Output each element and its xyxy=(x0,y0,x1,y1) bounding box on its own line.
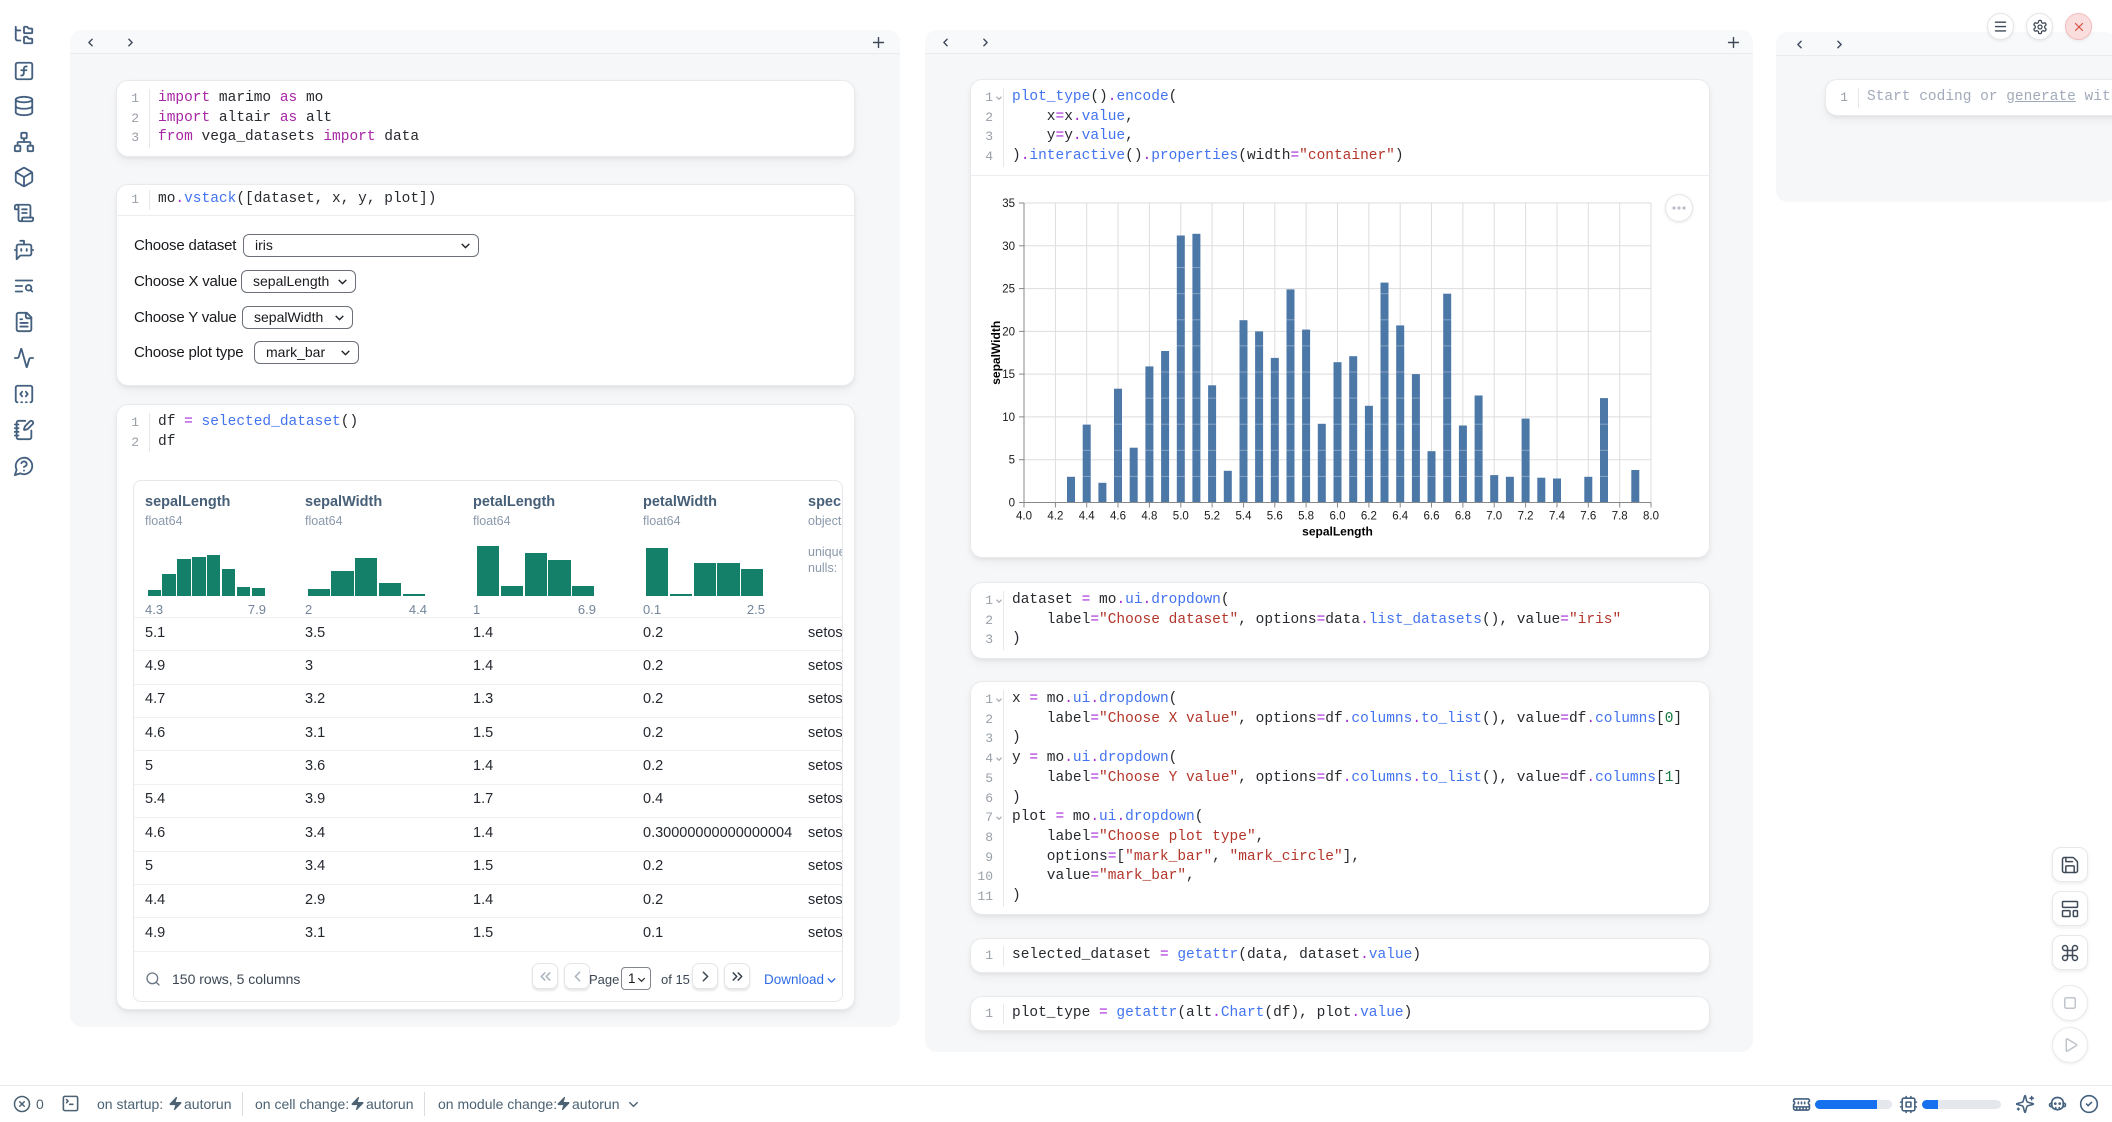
svg-text:4.0: 4.0 xyxy=(1016,511,1032,523)
svg-text:25: 25 xyxy=(1002,284,1015,296)
svg-text:0: 0 xyxy=(1009,498,1015,510)
svg-text:7.8: 7.8 xyxy=(1612,511,1628,523)
svg-text:7.2: 7.2 xyxy=(1518,511,1534,523)
svg-text:4.4: 4.4 xyxy=(1079,511,1096,523)
svg-text:20: 20 xyxy=(1002,326,1015,338)
svg-text:15: 15 xyxy=(1002,369,1015,381)
svg-text:10: 10 xyxy=(1002,412,1015,424)
svg-text:6.4: 6.4 xyxy=(1392,511,1409,523)
svg-text:sepalWidth: sepalWidth xyxy=(989,321,1003,385)
svg-text:7.0: 7.0 xyxy=(1486,511,1502,523)
svg-text:5.0: 5.0 xyxy=(1173,511,1189,523)
svg-text:4.8: 4.8 xyxy=(1141,511,1157,523)
svg-text:6.6: 6.6 xyxy=(1424,511,1440,523)
svg-text:30: 30 xyxy=(1002,241,1015,253)
svg-text:5.4: 5.4 xyxy=(1236,511,1253,523)
svg-text:7.6: 7.6 xyxy=(1580,511,1596,523)
svg-text:4.2: 4.2 xyxy=(1047,511,1063,523)
svg-text:sepalLength: sepalLength xyxy=(1302,525,1373,539)
svg-text:5.8: 5.8 xyxy=(1298,511,1314,523)
svg-text:6.2: 6.2 xyxy=(1361,511,1377,523)
svg-text:4.6: 4.6 xyxy=(1110,511,1126,523)
svg-text:6.8: 6.8 xyxy=(1455,511,1471,523)
svg-text:6.0: 6.0 xyxy=(1330,511,1346,523)
svg-text:5.6: 5.6 xyxy=(1267,511,1283,523)
svg-text:8.0: 8.0 xyxy=(1643,511,1659,523)
svg-text:35: 35 xyxy=(1002,198,1015,210)
svg-text:5.2: 5.2 xyxy=(1204,511,1220,523)
svg-text:5: 5 xyxy=(1009,455,1015,467)
svg-text:7.4: 7.4 xyxy=(1549,511,1566,523)
